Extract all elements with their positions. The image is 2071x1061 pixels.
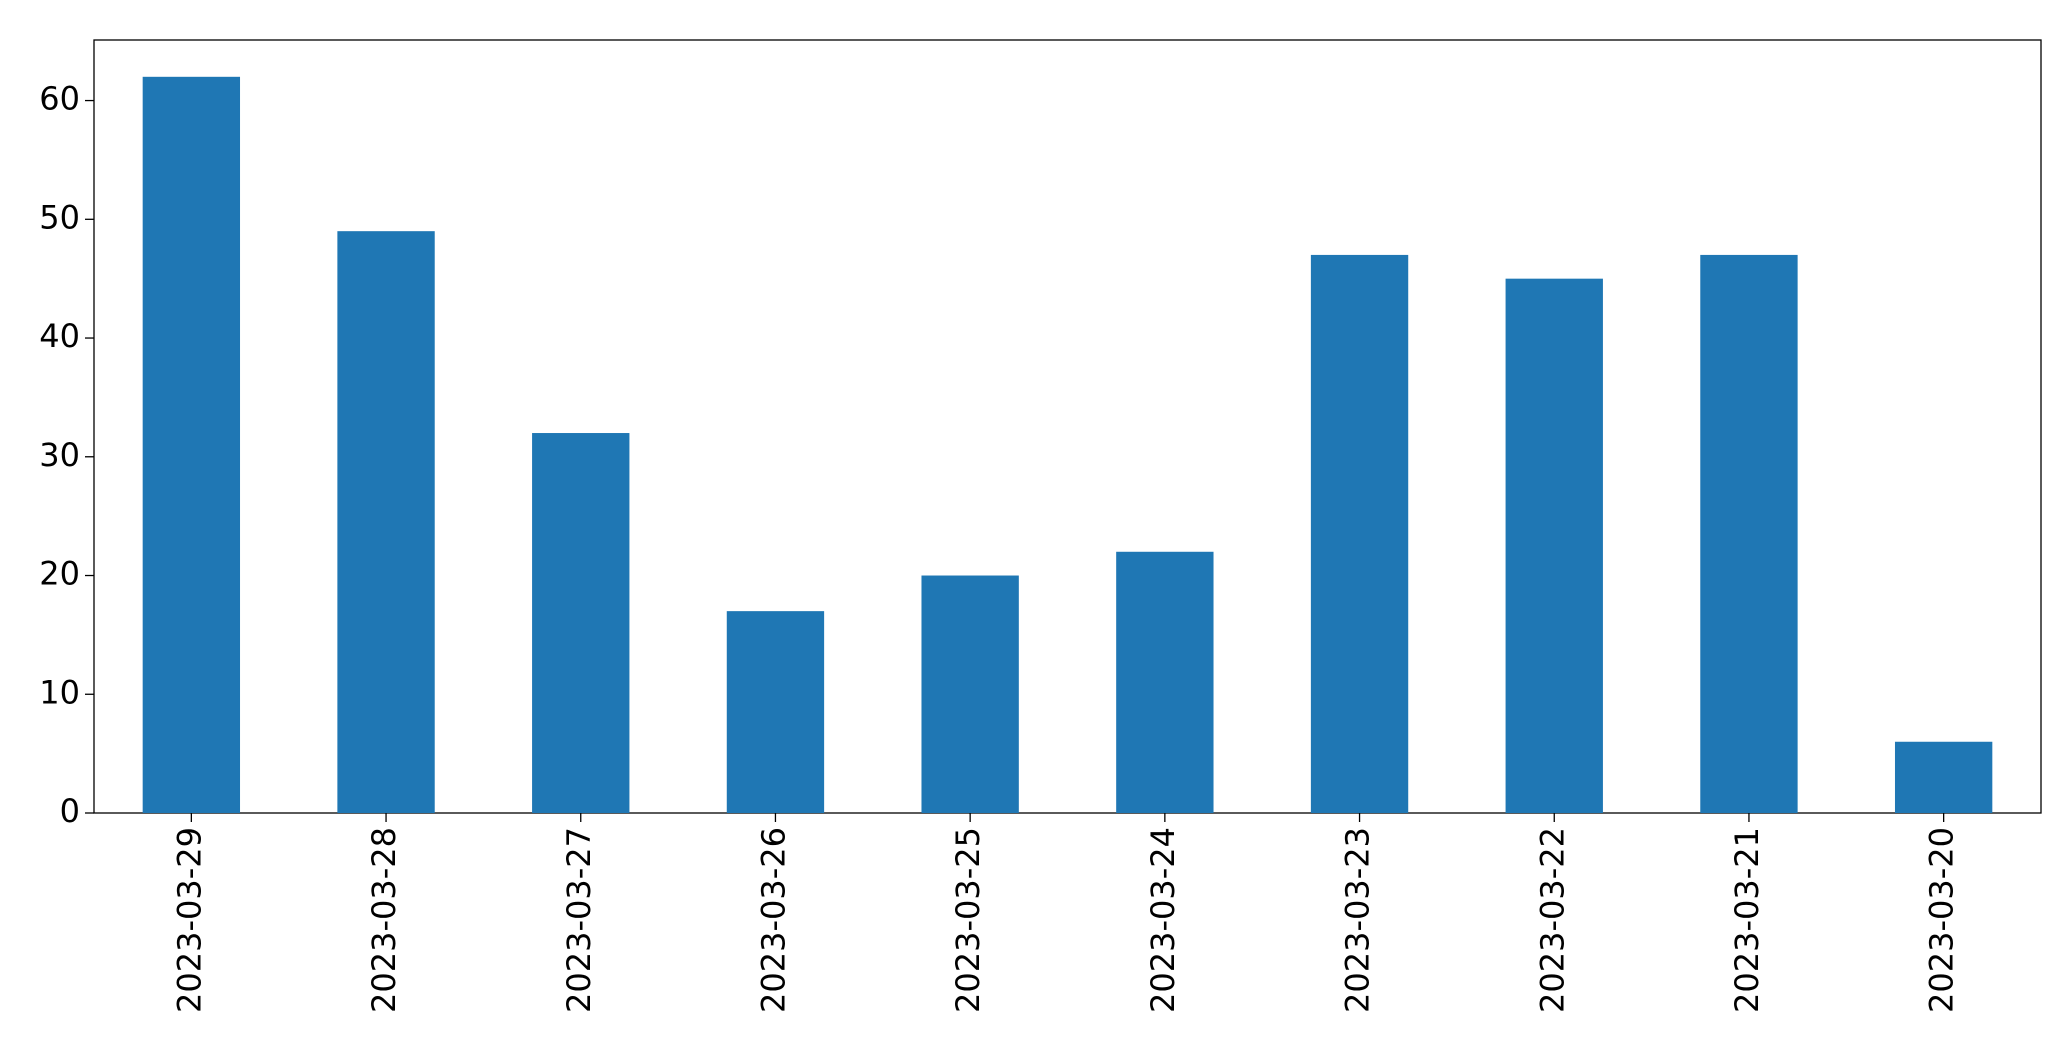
bar bbox=[1894, 741, 1993, 813]
y-tick-label: 0 bbox=[60, 792, 80, 830]
y-tick-label: 20 bbox=[39, 555, 80, 593]
bar bbox=[142, 76, 241, 814]
y-tick-label: 30 bbox=[39, 436, 80, 474]
x-tick-label: 2023-03-26 bbox=[754, 827, 792, 1013]
x-tick-label: 2023-03-24 bbox=[1144, 827, 1182, 1013]
bar bbox=[1310, 254, 1409, 814]
bar bbox=[1116, 551, 1214, 813]
y-tick-label: 50 bbox=[39, 198, 80, 236]
x-tick-label: 2023-03-29 bbox=[170, 827, 208, 1013]
bar bbox=[1505, 278, 1603, 813]
x-tick-label: 2023-03-22 bbox=[1533, 827, 1571, 1013]
y-tick-label: 40 bbox=[39, 317, 80, 355]
x-tick-label: 2023-03-21 bbox=[1728, 827, 1766, 1013]
bar bbox=[1700, 254, 1798, 814]
y-tick-label: 60 bbox=[39, 80, 80, 118]
y-tick-label: 10 bbox=[39, 673, 80, 711]
bar bbox=[532, 433, 630, 813]
x-tick-label: 2023-03-28 bbox=[365, 827, 403, 1013]
plot-frame bbox=[93, 39, 2042, 814]
bar bbox=[337, 231, 435, 813]
x-tick-label: 2023-03-25 bbox=[949, 827, 987, 1013]
x-tick-label: 2023-03-20 bbox=[1923, 827, 1961, 1013]
x-tick-label: 2023-03-23 bbox=[1339, 827, 1377, 1013]
bar bbox=[726, 611, 825, 813]
bar bbox=[921, 575, 1019, 813]
x-tick-label: 2023-03-27 bbox=[560, 827, 598, 1013]
